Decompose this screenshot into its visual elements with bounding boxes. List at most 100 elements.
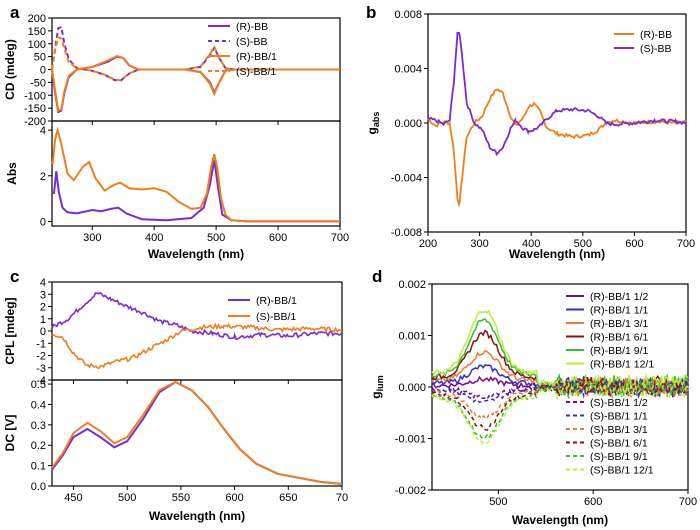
legend-label: (R)-BB/1 9/1 [590, 345, 649, 357]
y-tick-label: 2 [40, 302, 46, 314]
y-tick-label: 0 [40, 65, 46, 77]
glum-series-line [431, 379, 689, 440]
legend-label: (R)-BB [236, 21, 268, 33]
cd-series-line [51, 25, 340, 83]
y-tick-label: 0.5 [31, 379, 46, 391]
abs-series-line [52, 159, 340, 223]
x-tick-label: 600 [269, 232, 287, 244]
gabs-series-line [427, 88, 687, 208]
y-tick-label: 0.1 [31, 461, 46, 473]
cd-series-line [51, 55, 340, 113]
plot-frame [51, 379, 343, 487]
y-tick-label: 0.000 [394, 118, 422, 130]
legend-label: (R)-BB/1 6/1 [590, 332, 649, 344]
glum-y-title: glum [369, 375, 385, 398]
glum-series-line [431, 376, 689, 404]
y-tick-label: 2 [40, 171, 46, 183]
legend-label: (S)-BB/1 12/1 [590, 465, 654, 477]
x-axis-title-a: Wavelength (nm) [148, 247, 244, 261]
glum-series-line [431, 379, 689, 445]
y-tick-label: 4 [40, 277, 46, 289]
y-tick-label: -3 [36, 363, 46, 375]
panel-letter-a: a [10, 3, 20, 22]
y-tick-label: 50 [34, 52, 46, 64]
y-tick-label: 3 [40, 289, 46, 301]
axis-subscript: lum [375, 375, 385, 391]
y-tick-label: 0.0 [31, 481, 46, 493]
y-tick-label: 0.002 [398, 279, 426, 291]
panel-letter-b: b [366, 3, 376, 22]
y-tick-label: 4 [40, 125, 46, 137]
y-tick-label: 0.001 [398, 331, 426, 343]
y-tick-label: -200 [24, 116, 46, 128]
panel-letter-c: c [10, 267, 19, 286]
axis-subscript: abs [371, 112, 381, 128]
panel-letter-d: d [372, 267, 382, 286]
y-tick-label: -0.008 [391, 227, 422, 239]
x-tick-label: 500 [574, 238, 592, 250]
legend-label: (R)-BB/1 1/2 [590, 291, 649, 303]
x-tick-label: 450 [64, 492, 82, 504]
legend-label: (S)-BB/1 9/1 [590, 451, 648, 463]
x-tick-label: 400 [522, 238, 540, 250]
y-tick-label: 1 [40, 314, 46, 326]
x-tick-label: 400 [145, 232, 163, 244]
x-tick-label: 500 [489, 496, 507, 508]
cpl-series-line [51, 291, 343, 340]
x-tick-label: 650 [279, 492, 297, 504]
y-tick-label: 0 [40, 326, 46, 338]
x-tick-label: 70 [336, 492, 348, 504]
legend-label: (S)-BB [640, 43, 672, 55]
legend-label: (R)-BB/1 1/1 [590, 305, 649, 317]
y-tick-label: -50 [30, 77, 46, 89]
legend-label: (S)-BB/1 1/2 [590, 397, 648, 409]
y-tick-label: 0.004 [394, 64, 422, 76]
x-tick-label: 500 [118, 492, 136, 504]
legend-label: (R)-BB/1 [236, 51, 277, 63]
cd-y-title: CD (mdeg) [3, 39, 17, 100]
y-tick-label: -1 [36, 338, 46, 350]
y-tick-label: 0.000 [398, 382, 426, 394]
x-tick-label: 500 [207, 232, 225, 244]
abs-series-line [51, 126, 340, 223]
x-axis-title-c: Wavelength (nm) [149, 509, 245, 523]
legend-label: (R)-BB/1 12/1 [590, 359, 654, 371]
x-tick-label: 300 [83, 232, 101, 244]
y-tick-label: 100 [28, 39, 46, 51]
x-tick-label: 550 [172, 492, 190, 504]
dc-y-title: DC [V] [3, 415, 17, 452]
y-tick-label: 0.008 [394, 9, 422, 21]
x-axis-title-d: Wavelength (nm) [512, 513, 608, 527]
legend-label: (R)-BB/1 [256, 295, 297, 307]
panel-d: d 0.002 0.001 0.000 -0.001 -0.002 500 600 700 glu… [369, 267, 697, 527]
gabs-y-title: gabs [365, 112, 381, 135]
dc-series-line [51, 380, 343, 485]
x-axis-title-b: Wavelength (nm) [509, 247, 605, 261]
cpl-y-title: CPL [mdeg] [3, 297, 17, 364]
y-tick-label: 200 [28, 13, 46, 25]
y-tick-label: -2 [36, 351, 46, 363]
y-tick-label: 0.3 [31, 420, 46, 432]
legend-label: (S)-BB [236, 36, 268, 48]
x-tick-label: 600 [225, 492, 243, 504]
x-tick-label: 600 [584, 496, 602, 508]
legend-label: (S)-BB/1 [256, 311, 296, 323]
x-tick-label: 700 [677, 238, 695, 250]
y-tick-label: 0 [40, 216, 46, 228]
plot-frame [51, 120, 341, 227]
dc-series-line [51, 380, 343, 485]
x-tick-label: 700 [331, 232, 349, 244]
legend-label: (S)-BB/1 6/1 [590, 438, 648, 450]
y-tick-label: -100 [24, 90, 46, 102]
x-tick-label: 200 [419, 238, 437, 250]
x-tick-label: 600 [625, 238, 643, 250]
cpl-series-line [51, 322, 343, 369]
y-tick-label: -0.001 [395, 434, 426, 446]
plot-frame [51, 281, 343, 381]
legend-label: (R)-BB [640, 29, 672, 41]
y-tick-label: 0.2 [31, 440, 46, 452]
y-tick-label: -0.002 [395, 485, 426, 497]
